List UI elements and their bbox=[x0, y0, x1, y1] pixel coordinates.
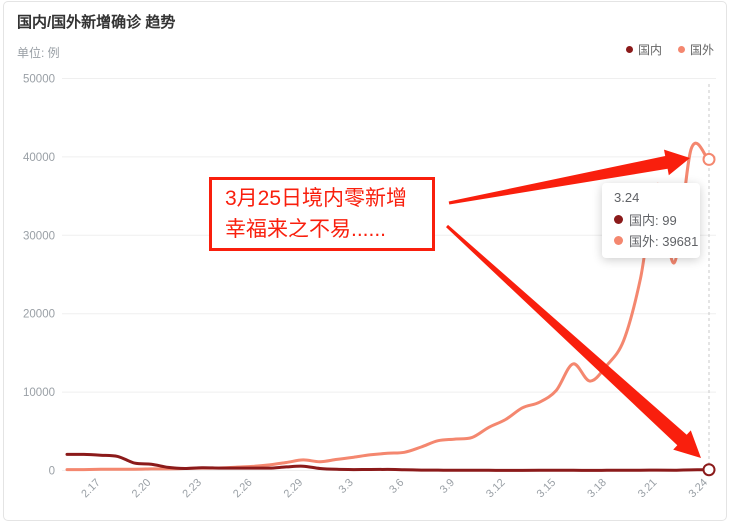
x-axis-label: 2.26 bbox=[231, 477, 255, 501]
y-axis-label: 50000 bbox=[23, 74, 55, 86]
y-axis-label: 10000 bbox=[23, 387, 55, 399]
tooltip-dot-domestic-icon bbox=[614, 215, 623, 224]
chart-tooltip: 3.24 国内: 99 国外: 39681 bbox=[602, 183, 700, 258]
tooltip-dot-foreign-icon bbox=[614, 236, 623, 245]
legend-dot-domestic-icon bbox=[625, 46, 633, 53]
y-axis-label: 0 bbox=[49, 466, 55, 478]
y-axis-label: 20000 bbox=[23, 309, 55, 321]
tooltip-row-foreign: 国外: 39681 bbox=[614, 230, 698, 251]
endpoint-marker-国外[interactable] bbox=[702, 152, 716, 166]
legend-label-domestic: 国内 bbox=[637, 43, 662, 57]
x-axis-label: 3.9 bbox=[438, 477, 457, 496]
legend-label-foreign: 国外 bbox=[689, 43, 714, 57]
x-axis-label: 3.6 bbox=[387, 477, 406, 496]
annotation-line-1: 3月25日境内零新增 bbox=[225, 187, 408, 210]
annotation-line-2: 幸福来之不易...... bbox=[225, 218, 387, 241]
unit-label: 单位: 例 bbox=[17, 46, 60, 60]
y-axis-label: 40000 bbox=[23, 152, 55, 164]
x-axis-label: 2.29 bbox=[282, 477, 306, 501]
legend-dot-foreign-icon bbox=[677, 46, 685, 53]
x-axis-label: 2.17 bbox=[79, 477, 103, 501]
y-axis-label: 30000 bbox=[23, 230, 55, 242]
legend: 国内 国外 bbox=[625, 41, 714, 58]
x-axis-label: 3.18 bbox=[585, 477, 609, 501]
endpoint-marker-国内[interactable] bbox=[702, 463, 716, 477]
legend-item-domestic[interactable]: 国内 bbox=[625, 41, 662, 58]
x-axis-label: 3.15 bbox=[535, 477, 559, 501]
x-axis-label: 2.23 bbox=[180, 477, 204, 501]
x-axis-label: 3.21 bbox=[636, 477, 660, 501]
chart-title: 国内/国外新增确诊 趋势 bbox=[17, 14, 176, 31]
x-axis-label: 2.20 bbox=[130, 477, 154, 501]
tooltip-date: 3.24 bbox=[614, 190, 640, 205]
legend-item-foreign[interactable]: 国外 bbox=[677, 41, 714, 58]
series-line-国内[interactable] bbox=[65, 452, 710, 472]
tooltip-value-domestic: 国内: 99 bbox=[629, 213, 677, 228]
x-axis-label: 3.3 bbox=[337, 477, 356, 496]
tooltip-row-domestic: 国内: 99 bbox=[614, 209, 688, 230]
tooltip-value-foreign: 国外: 39681 bbox=[629, 234, 699, 249]
x-axis-label: 3.24 bbox=[686, 477, 710, 501]
x-axis-label: 3.12 bbox=[484, 477, 508, 501]
annotation-box: 3月25日境内零新增 幸福来之不易...... bbox=[209, 177, 435, 251]
